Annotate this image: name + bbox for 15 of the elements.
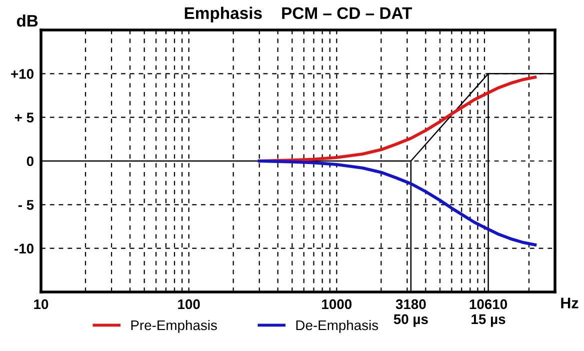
x-axis-title: Hz <box>561 298 578 308</box>
y-tick-label: +10 <box>11 69 34 79</box>
legend-label: Pre-Emphasis <box>131 320 217 333</box>
legend-label: De-Emphasis <box>296 320 378 333</box>
x-tick-label: 100 <box>178 299 200 310</box>
x-tick-label: 10610 15 µs <box>470 299 508 327</box>
chart-title: Emphasis PCM – CD – DAT <box>184 6 412 22</box>
y-tick-label: + 5 <box>14 112 34 123</box>
y-tick-label: 0 <box>26 156 34 166</box>
y-tick-label: -10 <box>14 244 34 254</box>
y-axis-title: dB <box>16 14 38 27</box>
x-tick-label: 1000 <box>322 299 352 310</box>
y-tick-label: - 5 <box>18 200 34 210</box>
x-tick-label: 3180 50 µs <box>394 299 428 327</box>
x-tick-label: 10 <box>34 299 48 310</box>
